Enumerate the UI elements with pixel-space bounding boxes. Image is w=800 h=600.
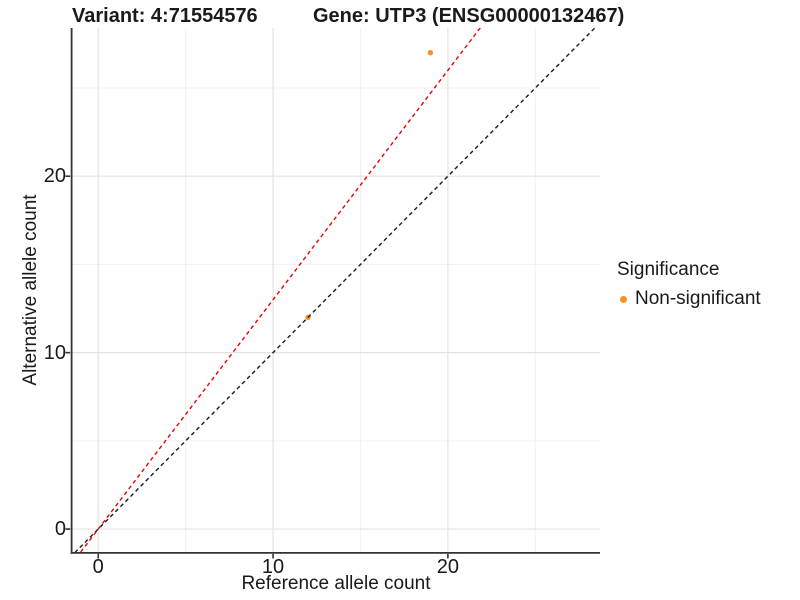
reference-line bbox=[74, 28, 596, 552]
gene-title: Gene: UTP3 (ENSG00000132467) bbox=[313, 5, 625, 27]
legend-title: Significance bbox=[617, 259, 720, 280]
x-tick-label: 0 bbox=[92, 556, 104, 578]
reference-line bbox=[79, 28, 482, 552]
y-tick-label: 20 bbox=[43, 165, 66, 188]
x-tick-label: 10 bbox=[261, 556, 285, 578]
data-point bbox=[427, 50, 434, 56]
legend-item: Non-significant bbox=[617, 288, 761, 310]
y-tick-label: 10 bbox=[43, 341, 66, 364]
y-tick-label: 0 bbox=[54, 518, 66, 541]
legend: Significance Non-significant bbox=[617, 259, 761, 310]
x-tick-label: 20 bbox=[436, 556, 460, 578]
plot-panel bbox=[72, 28, 600, 552]
legend-items: Non-significant bbox=[617, 288, 761, 310]
legend-item-label: Non-significant bbox=[635, 288, 761, 309]
x-axis-title: Reference allele count bbox=[241, 573, 431, 594]
point-marker-icon bbox=[620, 295, 627, 303]
variant-title: Variant: 4:71554576 bbox=[72, 5, 258, 27]
